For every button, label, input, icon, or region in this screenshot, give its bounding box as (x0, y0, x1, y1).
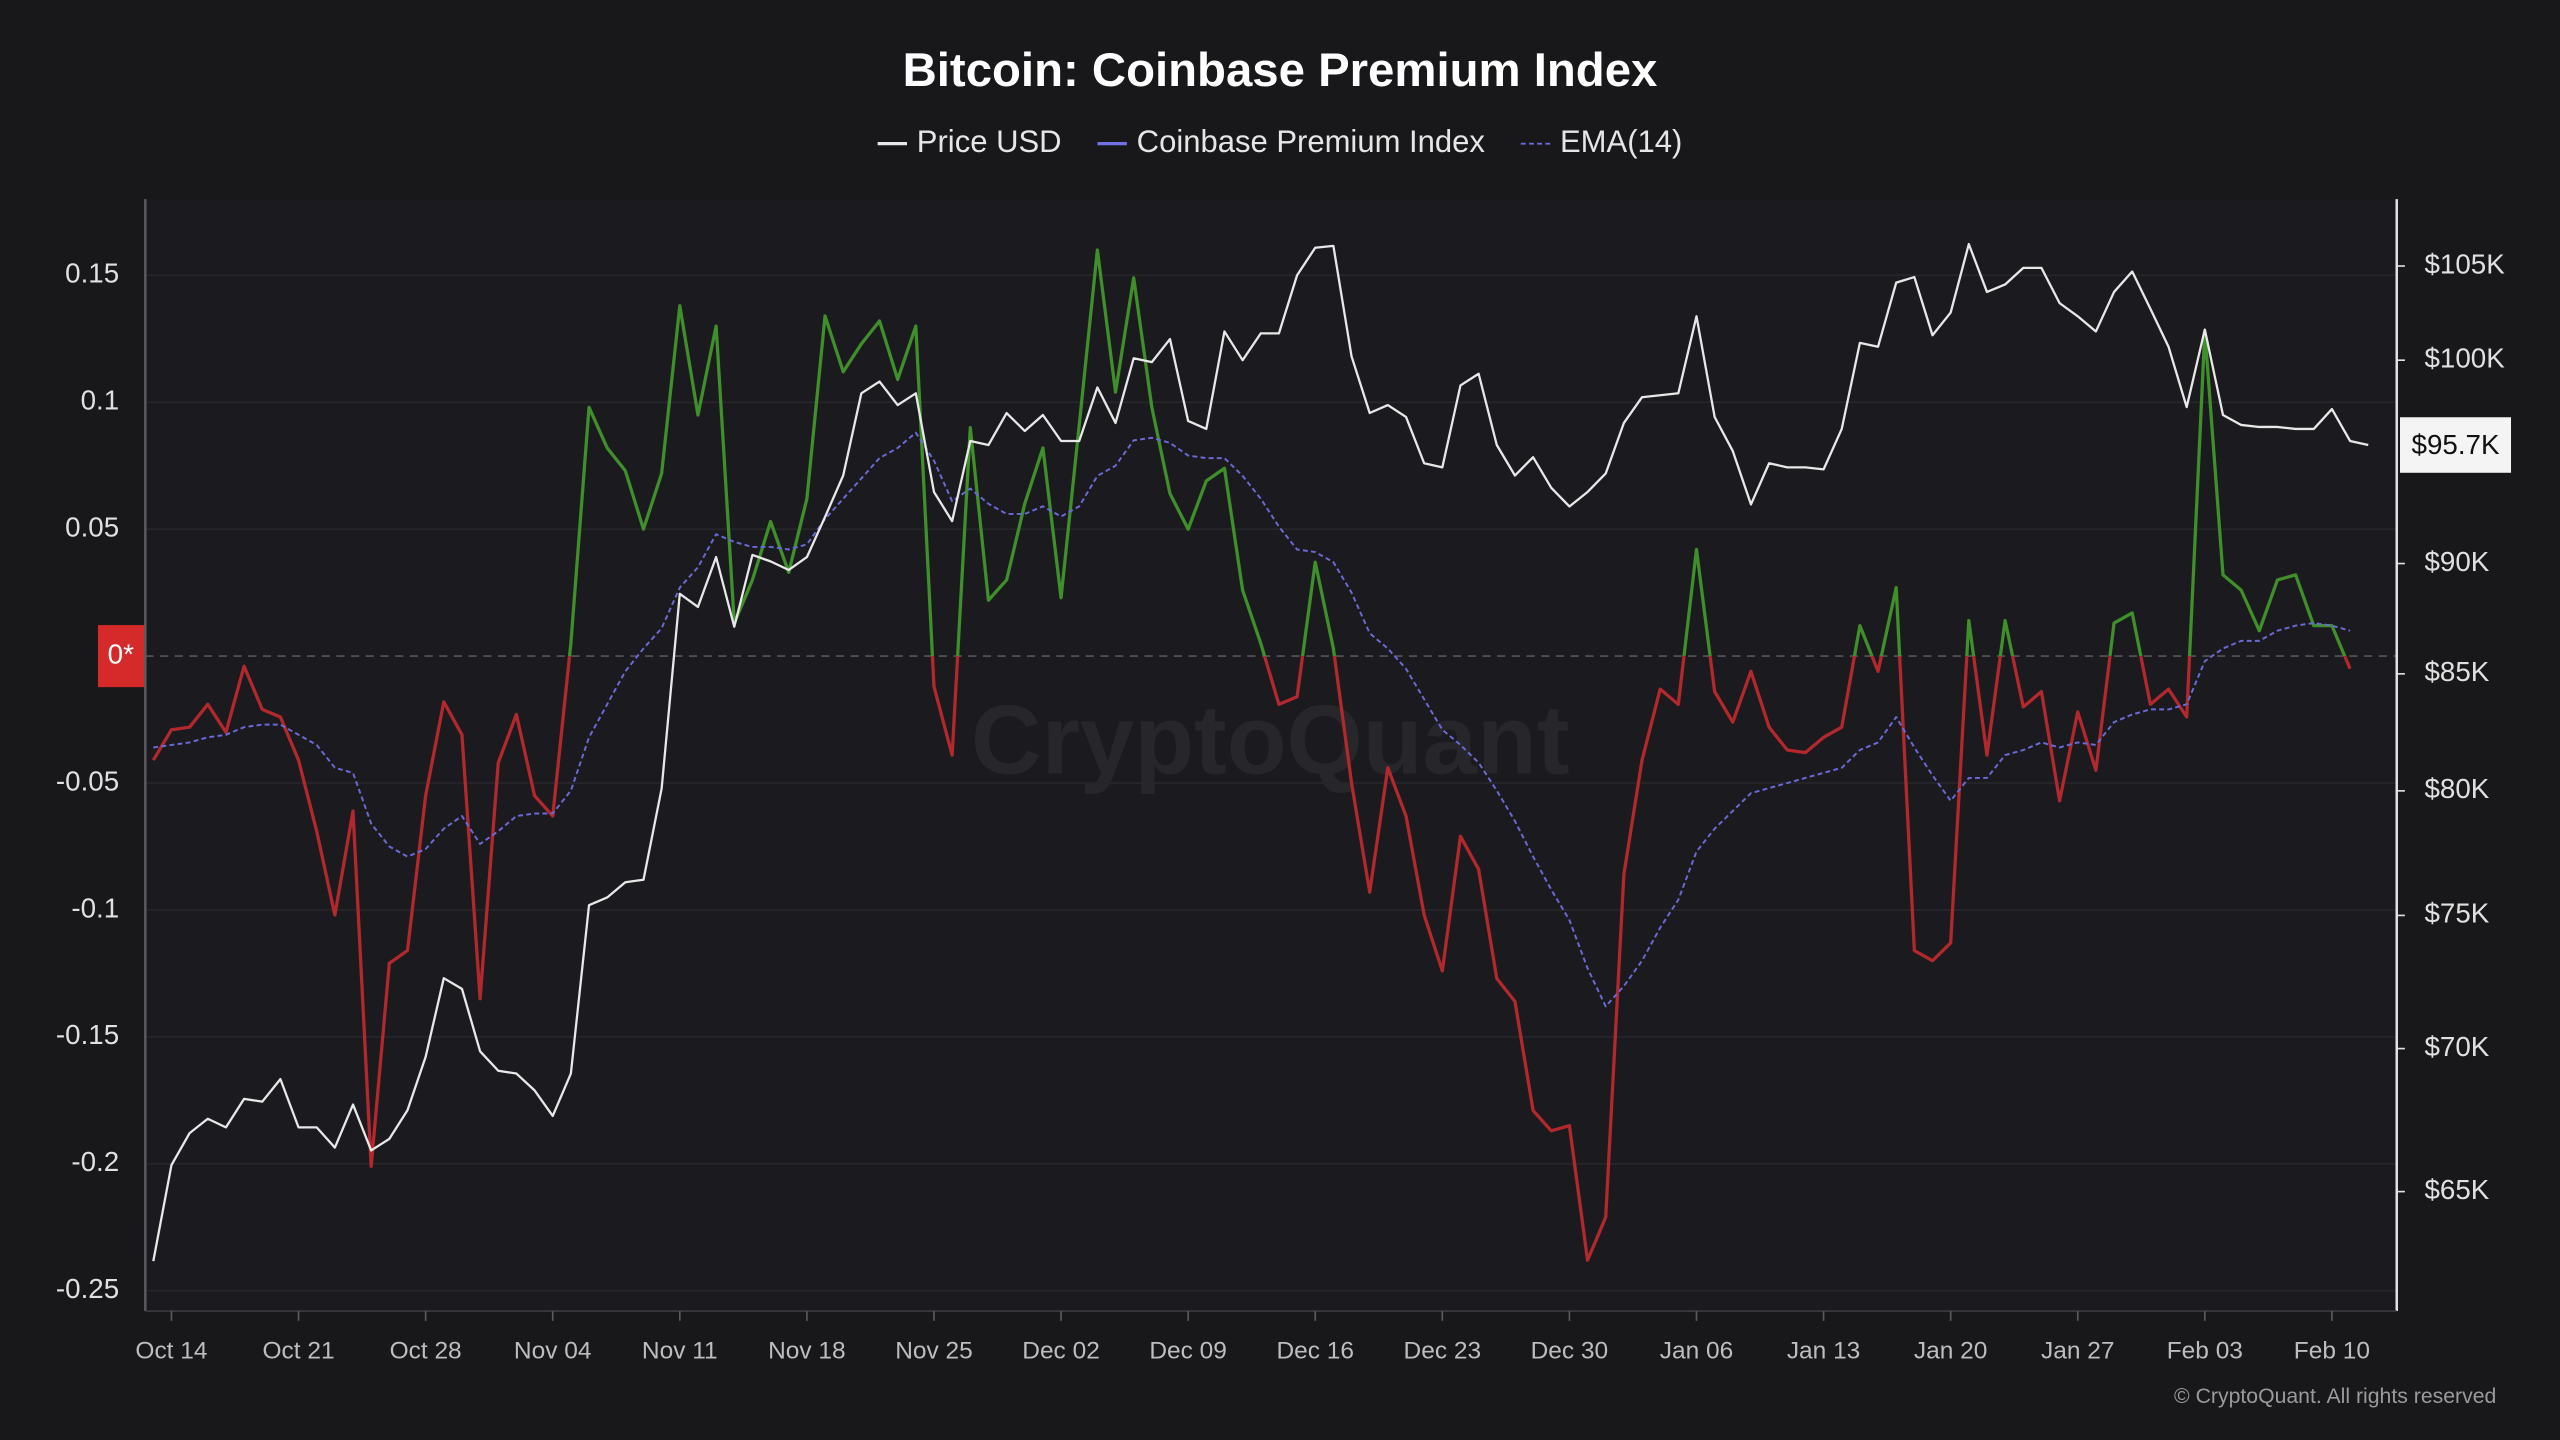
legend: Price USD Coinbase Premium Index EMA(14) (877, 124, 1682, 159)
x-tick-label: Feb 03 (2167, 1337, 2243, 1364)
x-tick-label: Nov 25 (895, 1337, 973, 1364)
x-tick-label: Dec 02 (1022, 1337, 1100, 1364)
x-tick-label: Jan 13 (1787, 1337, 1860, 1364)
legend-label: Price USD (917, 124, 1062, 159)
x-tick-label: Oct 21 (263, 1337, 335, 1364)
x-tick-label: Nov 04 (514, 1337, 592, 1364)
x-tick-label: Jan 20 (1914, 1337, 1987, 1364)
x-tick-label: Dec 16 (1276, 1337, 1354, 1364)
legend-label: EMA(14) (1560, 124, 1682, 159)
y-tick-label: 0.05 (65, 512, 119, 543)
series-line (152, 242, 2369, 1262)
y2-tick-label: $65K (2424, 1174, 2489, 1205)
y-tick-label: 0* (108, 638, 134, 669)
y2-tick-label: $100K (2424, 343, 2505, 374)
y-tick-label: -0.2 (71, 1146, 119, 1177)
x-tick-label: Nov 11 (642, 1337, 718, 1364)
watermark: CryptoQuant (971, 685, 1569, 795)
premium-line-negative (151, 656, 2352, 1262)
x-tick-label: Nov 18 (768, 1337, 846, 1364)
x-tick-label: Jan 06 (1660, 1337, 1733, 1364)
plot-area (145, 199, 2397, 1312)
chart-title: Bitcoin: Coinbase Premium Index (903, 44, 1658, 97)
series-line (153, 431, 2351, 1008)
current-price-box (2400, 417, 2512, 473)
x-tick-label: Jan 27 (2041, 1337, 2114, 1364)
premium-line-positive (567, 248, 2347, 657)
y-tick-label: -0.15 (56, 1019, 119, 1050)
y2-tick-label: $70K (2424, 1031, 2489, 1062)
x-tick-label: Dec 30 (1531, 1337, 1609, 1364)
y-tick-label: -0.25 (56, 1273, 119, 1304)
y2-tick-label: $105K (2424, 248, 2505, 279)
zero-badge (97, 625, 146, 688)
x-tick-label: Dec 23 (1404, 1337, 1482, 1364)
y2-tick-label: $90K (2424, 546, 2489, 577)
y-tick-label: -0.05 (56, 765, 119, 796)
x-tick-label: Feb 10 (2294, 1337, 2370, 1364)
y2-tick-label: $85K (2424, 656, 2489, 687)
credit: © CryptoQuant. All rights reserved (2174, 1385, 2496, 1408)
y-tick-label: 0.15 (65, 258, 119, 289)
y-tick-label: -0.1 (71, 892, 119, 923)
y2-tick-label: $80K (2424, 773, 2489, 804)
x-tick-label: Dec 09 (1149, 1337, 1227, 1364)
y2-tick-label: $75K (2424, 898, 2489, 929)
x-tick-label: Oct 28 (390, 1337, 462, 1364)
current-price-label: $95.7K (2412, 429, 2500, 460)
y-tick-label: 0.1 (81, 385, 120, 416)
x-tick-label: Oct 14 (135, 1337, 207, 1364)
legend-label: Coinbase Premium Index (1137, 124, 1486, 159)
